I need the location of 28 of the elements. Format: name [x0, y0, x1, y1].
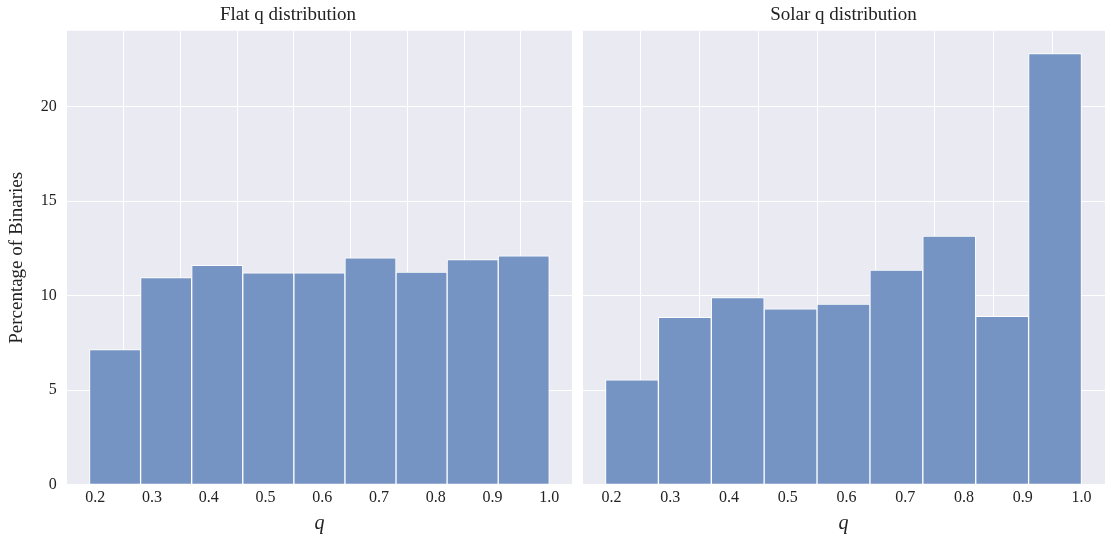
y-tick-label: 0 — [48, 475, 57, 492]
x-tick-label: 0.3 — [660, 487, 681, 505]
x-tick-label: 0.3 — [141, 487, 162, 505]
y-tick-label: 20 — [40, 96, 57, 114]
x-tick-label: 0.4 — [718, 487, 739, 505]
x-tick-label: 0.2 — [85, 487, 106, 505]
x-tick-label: 0.6 — [312, 487, 333, 505]
x-tick-label: 0.4 — [198, 487, 219, 505]
x-tick-label: 0.5 — [255, 487, 276, 505]
y-tick-label: 10 — [40, 285, 57, 303]
chart-title: Solar q distribution — [770, 3, 918, 25]
x-axis-title: q — [838, 511, 849, 535]
x-tick-label: 0.5 — [777, 487, 798, 505]
chart-title: Flat q distribution — [219, 3, 357, 25]
y-axis-title: Percentage of Binaries — [5, 171, 27, 344]
x-tick-label: 1.0 — [539, 487, 560, 505]
x-tick-label: 0.9 — [482, 487, 503, 505]
x-axis-title: q — [314, 511, 325, 535]
x-tick-label: 0.8 — [953, 487, 974, 505]
x-tick-label: 0.9 — [1012, 487, 1033, 505]
x-tick-label: 0.2 — [601, 487, 622, 505]
x-tick-label: 0.6 — [836, 487, 857, 505]
y-tick-label: 5 — [48, 380, 57, 398]
x-tick-label: 1.0 — [1071, 487, 1092, 505]
x-tick-label: 0.7 — [895, 487, 916, 505]
x-tick-label: 0.7 — [369, 487, 389, 505]
y-tick-label: 15 — [40, 191, 57, 209]
x-tick-label: 0.8 — [425, 487, 446, 505]
